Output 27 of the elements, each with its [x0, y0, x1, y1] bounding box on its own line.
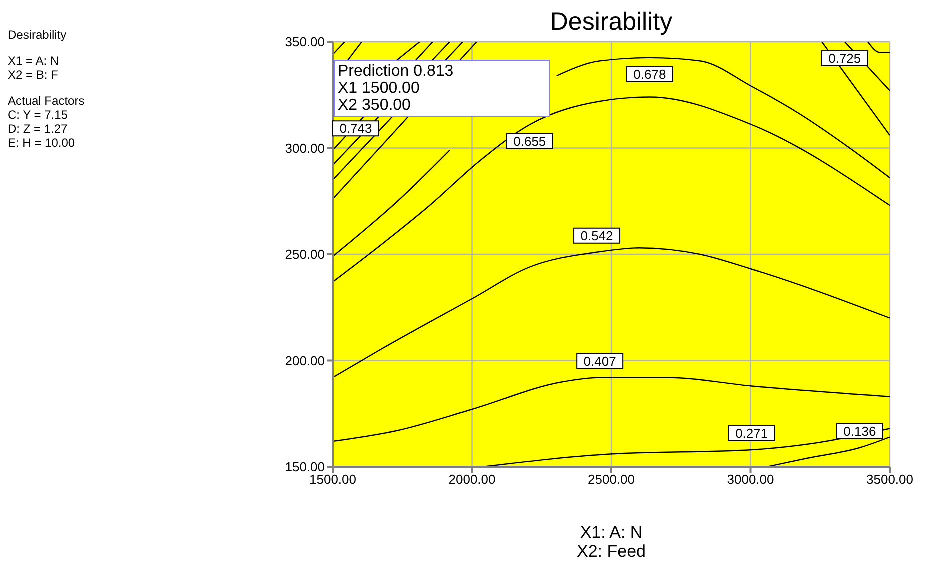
y-tick-label: 150.00	[285, 460, 325, 475]
series-label: 0.743	[340, 121, 372, 136]
x-tick-label: 3500.00	[866, 472, 914, 488]
line-series	[333, 377, 890, 442]
text: Actual Factors C: Y = 7.15 D: Z = 1.27 E: H = 10.00	[8, 94, 86, 150]
y-tick-label: 350.00	[285, 34, 325, 50]
line-series	[333, 96, 890, 283]
x-tick-label: 3000.00	[727, 472, 774, 488]
x-tick-label: 2000.00	[448, 472, 496, 488]
text: Desirability	[8, 28, 68, 42]
series-label: 0.678	[634, 66, 666, 82]
prediction-panel: Prediction 0.813 X1 1500.00 X2 350.00	[334, 60, 550, 117]
x-axis-title: X1: A: N X2: Feed	[576, 523, 647, 561]
series-label: 0.271	[736, 426, 768, 441]
series-label: 0.655	[514, 134, 546, 149]
series-label: 0.407	[584, 354, 616, 369]
series-label: 0.542	[580, 228, 614, 244]
y-tick-label: 300.00	[285, 140, 325, 156]
text: X1 = A: N X2 = B: F	[8, 54, 60, 82]
chart-title: Desirability	[549, 8, 674, 37]
series-label: 0.136	[844, 424, 876, 439]
x-tick-label: 2500.00	[588, 472, 635, 488]
y-tick-label: 200.00	[285, 353, 325, 368]
x-tick-label: 1500.00	[310, 472, 356, 488]
line-series	[333, 248, 890, 378]
y-tick-label: 250.00	[285, 247, 325, 262]
series-label: 0.725	[828, 51, 862, 66]
